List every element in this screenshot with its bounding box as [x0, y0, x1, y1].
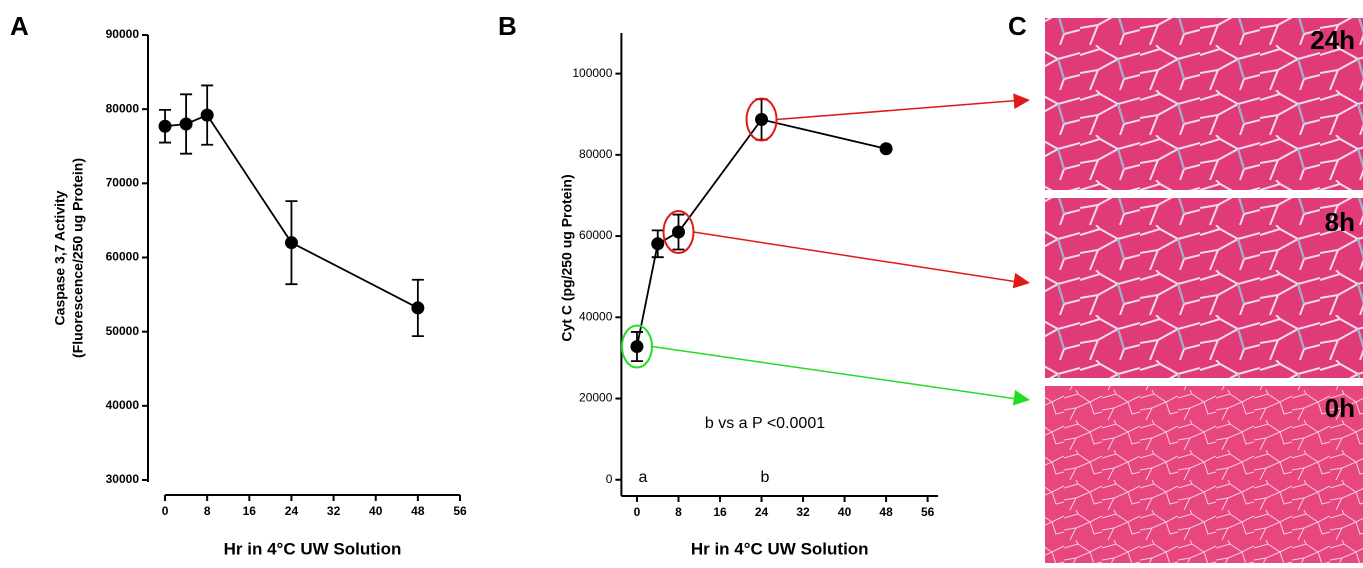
y-tick-label: 80000: [579, 147, 613, 161]
point: [671, 225, 685, 239]
x-tick-label: 24: [755, 505, 769, 519]
image-label: 24h: [1310, 25, 1355, 55]
x-tick-label: 48: [411, 504, 425, 518]
x-tick-label: 0: [634, 505, 641, 519]
point: [630, 340, 644, 354]
y-tick-label: 40000: [106, 398, 140, 412]
arrow-line: [651, 345, 1025, 401]
point: [755, 113, 769, 127]
x-tick-label: 8: [204, 504, 211, 518]
y-tick-label: 50000: [106, 324, 140, 338]
image-label: 0h: [1325, 393, 1355, 423]
x-tick-label: 0: [162, 504, 169, 518]
annotation: a: [639, 469, 648, 486]
x-tick-label: 16: [713, 505, 727, 519]
image-8h: [1045, 198, 1363, 378]
panel-label: A: [10, 11, 29, 41]
point: [179, 117, 193, 131]
panel-label: C: [1008, 11, 1027, 41]
y-tick-label: 90000: [106, 27, 140, 41]
y-tick-label: 80000: [106, 101, 140, 115]
x-tick-label: 56: [453, 504, 467, 518]
image-label: 8h: [1325, 207, 1355, 237]
y-tick-label: 40000: [579, 309, 613, 323]
panel-label: B: [498, 11, 517, 41]
x-tick-label: 16: [243, 504, 257, 518]
annotation: b: [761, 469, 770, 486]
arrow-line: [776, 99, 1025, 121]
point: [651, 237, 665, 251]
y-tick-label: 20000: [579, 391, 613, 405]
y-tick-label: 0: [606, 472, 613, 486]
arrow-line: [693, 231, 1025, 284]
x-tick-label: 48: [879, 505, 893, 519]
x-tick-label: 32: [796, 505, 810, 519]
point: [411, 301, 425, 315]
y-tick-label: 60000: [106, 250, 140, 264]
y-axis-label: Cyt C (pg/250 ug Protein): [559, 174, 575, 341]
image-0h: [1045, 386, 1363, 563]
y-axis-label: (Fluorescence/250 ug Protein): [70, 158, 86, 358]
point: [284, 236, 298, 250]
arrow-head: [1012, 272, 1030, 289]
y-tick-label: 100000: [572, 66, 612, 80]
arrow-head: [1012, 389, 1030, 406]
y-tick-label: 30000: [106, 472, 140, 486]
x-tick-label: 32: [327, 504, 341, 518]
arrow-head: [1013, 93, 1030, 110]
point: [158, 119, 172, 133]
x-axis-label: Hr in 4°C UW Solution: [224, 539, 402, 558]
point: [200, 108, 214, 122]
x-tick-label: 24: [285, 504, 299, 518]
x-axis-label: Hr in 4°C UW Solution: [691, 539, 869, 558]
x-tick-label: 56: [921, 505, 935, 519]
y-tick-label: 70000: [106, 176, 140, 190]
annotation: b vs a P <0.0001: [705, 415, 825, 432]
x-tick-label: 40: [838, 505, 852, 519]
x-tick-label: 8: [675, 505, 682, 519]
x-tick-label: 40: [369, 504, 383, 518]
image-24h: [1045, 18, 1363, 190]
point: [879, 142, 893, 156]
y-axis-label: Caspase 3,7 Activity: [52, 190, 68, 325]
y-tick-label: 60000: [579, 228, 613, 242]
